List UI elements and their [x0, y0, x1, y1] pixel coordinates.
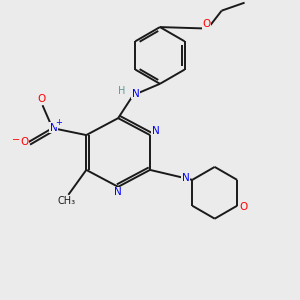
- Text: N: N: [132, 89, 140, 99]
- Text: H: H: [118, 86, 125, 96]
- Text: O: O: [202, 19, 211, 29]
- Text: N: N: [114, 187, 122, 197]
- Text: N: N: [50, 123, 57, 133]
- Text: −: −: [12, 135, 20, 145]
- Text: +: +: [56, 118, 62, 127]
- Text: N: N: [182, 173, 190, 183]
- Text: O: O: [20, 136, 28, 146]
- Text: CH₃: CH₃: [57, 196, 76, 206]
- Text: O: O: [239, 202, 248, 212]
- Text: N: N: [152, 126, 159, 136]
- Text: O: O: [38, 94, 46, 104]
